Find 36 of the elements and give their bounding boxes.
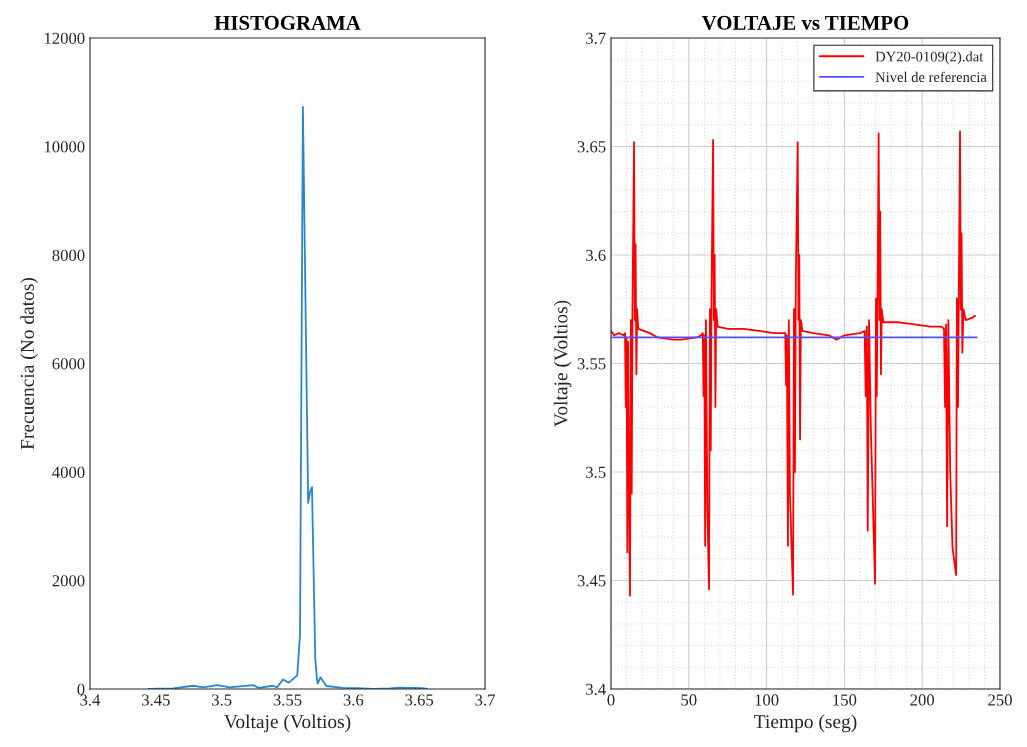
y-axis-title: Voltaje (Voltios) <box>553 300 572 427</box>
y-tick-label: 3.65 <box>577 141 606 153</box>
legend-label: Nivel de referencia <box>875 71 987 83</box>
y-tick-label: 3.4 <box>586 683 606 696</box>
x-tick-label: 3.7 <box>475 694 495 706</box>
x-tick-label: 100 <box>755 694 779 706</box>
x-tick-label: 200 <box>910 694 935 706</box>
x-axis-title: Tiempo (seg) <box>754 714 857 733</box>
y-tick-label: 12000 <box>44 32 85 44</box>
y-tick-label: 3.5 <box>586 466 606 479</box>
legend-label: DY20-0109(2).dat <box>875 51 984 65</box>
y-tick-label: 3.6 <box>586 249 606 262</box>
y-tick-label: 2000 <box>52 575 85 587</box>
chart-title: VOLTAJE vs TIEMPO <box>701 15 909 30</box>
x-tick-label: 3.45 <box>142 694 170 706</box>
x-tick-label: 3.6 <box>343 694 364 706</box>
x-tick-label: 50 <box>681 694 697 706</box>
x-tick-label: 0 <box>607 694 615 706</box>
y-axis-title: Frecuencia (No datos) <box>20 277 38 450</box>
x-tick-label: 3.4 <box>80 694 101 706</box>
y-tick-label: 4000 <box>52 466 85 478</box>
y-tick-label: 6000 <box>52 358 85 370</box>
y-tick-label: 10000 <box>44 141 85 153</box>
line-series <box>611 130 977 597</box>
x-tick-label: 250 <box>988 694 1012 706</box>
y-tick-label: 3.7 <box>586 32 606 45</box>
x-tick-label: 3.5 <box>212 694 232 706</box>
y-tick-label: 3.55 <box>577 358 606 370</box>
x-tick-label: 3.65 <box>405 694 434 706</box>
y-tick-label: 3.45 <box>577 575 606 587</box>
y-tick-label: 0 <box>77 683 85 695</box>
chart-title: HISTOGRAMA <box>214 15 361 30</box>
x-tick-label: 150 <box>833 694 857 706</box>
x-axis-title: Voltaje (Voltios) <box>224 714 351 733</box>
y-tick-label: 8000 <box>52 249 85 261</box>
x-tick-label: 3.55 <box>273 694 302 706</box>
